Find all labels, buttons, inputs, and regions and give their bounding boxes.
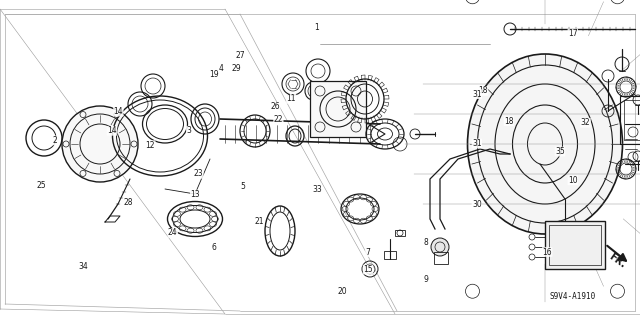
- Text: 31: 31: [472, 90, 482, 99]
- Text: 18: 18: [479, 86, 488, 95]
- Text: 5: 5: [241, 182, 246, 191]
- Text: 14: 14: [113, 107, 124, 116]
- Bar: [384, 251, 396, 259]
- Circle shape: [431, 238, 449, 256]
- Text: 19: 19: [209, 70, 220, 79]
- Text: S9V4-A1910: S9V4-A1910: [550, 292, 596, 301]
- Bar: [549, 225, 601, 265]
- Text: 1: 1: [314, 23, 319, 32]
- Text: 8: 8: [423, 238, 428, 247]
- Text: 22: 22: [274, 115, 283, 124]
- Text: 29: 29: [232, 64, 242, 73]
- Text: 35: 35: [555, 147, 565, 156]
- Text: 7: 7: [365, 248, 371, 256]
- Bar: [545, 221, 605, 269]
- Bar: [395, 230, 405, 236]
- Text: 25: 25: [36, 181, 47, 189]
- Text: 11: 11: [287, 94, 296, 103]
- Text: 9: 9: [423, 275, 428, 284]
- Text: 18: 18: [504, 117, 513, 126]
- Text: 2: 2: [52, 136, 57, 145]
- Text: 30: 30: [472, 200, 482, 209]
- Text: 24: 24: [168, 228, 178, 237]
- Bar: [434, 252, 448, 264]
- Text: FR.: FR.: [607, 251, 627, 270]
- Text: 6: 6: [212, 243, 217, 252]
- Text: 27: 27: [235, 51, 245, 60]
- Text: 28: 28: [124, 198, 132, 207]
- Text: 20: 20: [337, 287, 348, 296]
- Text: 12: 12: [146, 141, 155, 150]
- Text: 10: 10: [568, 176, 578, 185]
- Text: 31: 31: [472, 139, 482, 148]
- Bar: [620, 96, 640, 144]
- Text: 33: 33: [312, 185, 322, 194]
- Text: 13: 13: [190, 190, 200, 199]
- Text: 34: 34: [78, 262, 88, 271]
- Text: 17: 17: [568, 29, 578, 38]
- Text: 23: 23: [193, 169, 204, 178]
- Text: 3: 3: [186, 126, 191, 135]
- Text: 14: 14: [107, 126, 117, 135]
- Ellipse shape: [467, 54, 623, 234]
- Text: 4: 4: [218, 64, 223, 73]
- Text: 26: 26: [270, 102, 280, 111]
- Bar: [624, 100, 640, 140]
- Bar: [310, 81, 366, 137]
- Text: 21: 21: [255, 217, 264, 226]
- Text: 16: 16: [542, 248, 552, 256]
- Text: 15: 15: [363, 265, 373, 274]
- Circle shape: [62, 106, 138, 182]
- Text: 32: 32: [580, 118, 591, 127]
